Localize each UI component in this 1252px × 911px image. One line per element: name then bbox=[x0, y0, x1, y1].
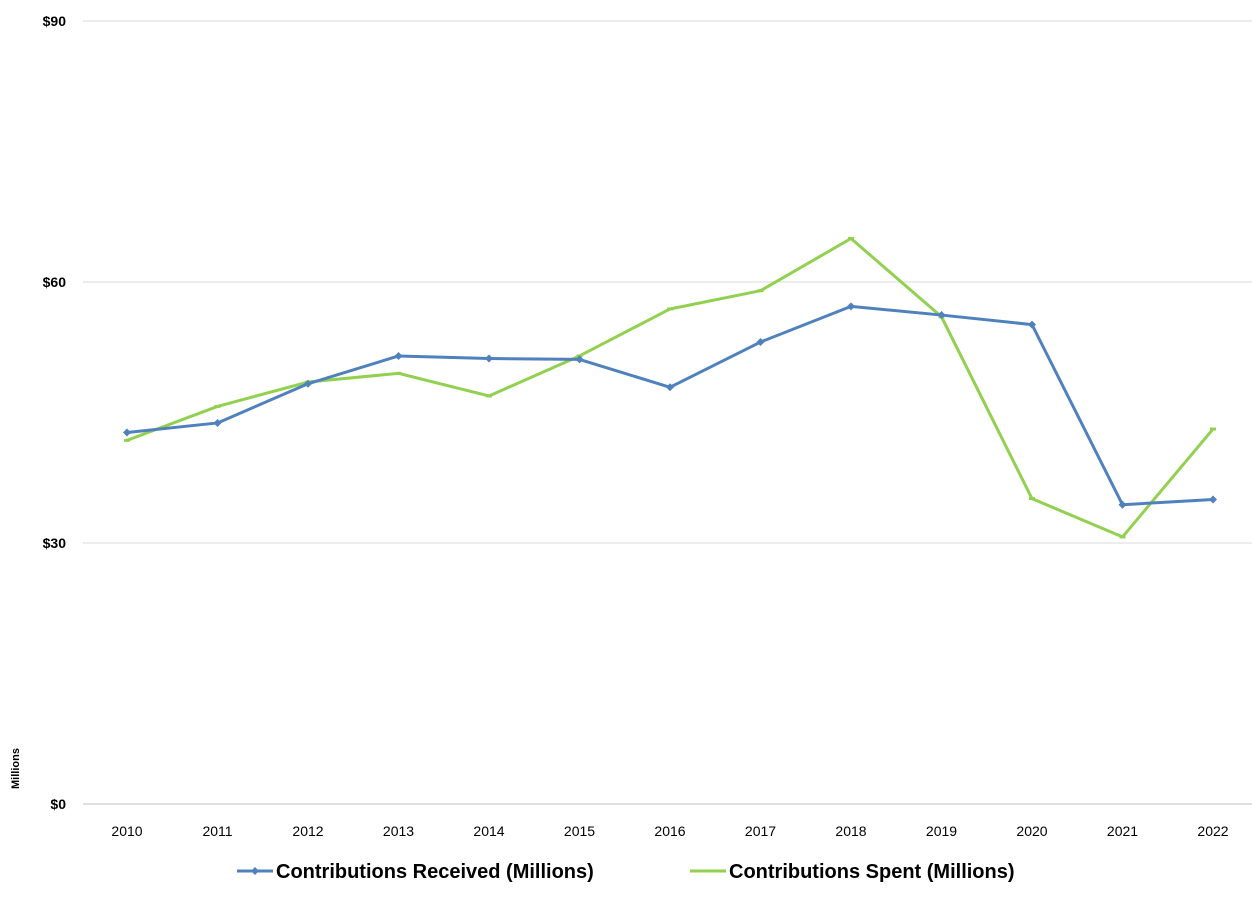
data-point bbox=[666, 383, 674, 392]
data-point bbox=[1209, 495, 1217, 504]
x-tick-label: 2019 bbox=[926, 823, 957, 839]
y-tick-label: $90 bbox=[43, 13, 67, 29]
data-point bbox=[304, 379, 312, 388]
series-received bbox=[123, 302, 1217, 509]
x-tick-label: 2012 bbox=[292, 823, 323, 839]
x-tick-label: 2021 bbox=[1107, 823, 1138, 839]
legend-marker bbox=[251, 867, 259, 875]
series-line bbox=[126, 304, 1214, 507]
legend-item: Contributions Spent (Millions) bbox=[690, 861, 1015, 883]
legend-label: Contributions Received (Millions) bbox=[276, 861, 594, 883]
x-tick-label: 2011 bbox=[202, 823, 232, 839]
x-tick-label: 2016 bbox=[654, 823, 685, 839]
legend-item: Contributions Received (Millions) bbox=[237, 861, 594, 883]
x-tick-label: 2013 bbox=[383, 823, 414, 839]
data-point bbox=[1028, 320, 1036, 329]
x-tick-label: 2010 bbox=[111, 823, 142, 839]
legend-label: Contributions Spent (Millions) bbox=[729, 861, 1015, 883]
y-axis-ticks: $0 $30 $60 $90 bbox=[43, 13, 67, 812]
data-point bbox=[1118, 500, 1127, 509]
x-tick-label: 2020 bbox=[1016, 823, 1047, 839]
data-point bbox=[756, 338, 765, 347]
data-point bbox=[847, 302, 855, 311]
y-tick-label: $0 bbox=[50, 796, 66, 812]
x-tick-label: 2017 bbox=[745, 823, 776, 839]
x-axis-ticks: 2010 2011 2012 2013 2014 2015 2016 2017 2018 2019… bbox=[111, 823, 1228, 839]
data-point bbox=[937, 311, 946, 320]
data-point bbox=[394, 351, 403, 360]
data-point bbox=[123, 428, 131, 437]
x-tick-label: 2015 bbox=[564, 823, 595, 839]
data-point bbox=[575, 355, 584, 364]
legend: Contributions Received (Millions) Contrib… bbox=[237, 861, 1015, 883]
x-tick-label: 2018 bbox=[835, 823, 866, 839]
y-tick-label: $30 bbox=[43, 535, 67, 551]
y-axis-label: Millions bbox=[10, 748, 22, 789]
x-tick-label: 2022 bbox=[1197, 823, 1228, 839]
y-tick-label: $60 bbox=[43, 274, 67, 290]
x-tick-label: 2014 bbox=[473, 823, 504, 839]
data-point bbox=[213, 418, 222, 427]
gridlines bbox=[83, 20, 1252, 805]
data-point bbox=[485, 354, 493, 363]
data-series bbox=[123, 237, 1217, 539]
